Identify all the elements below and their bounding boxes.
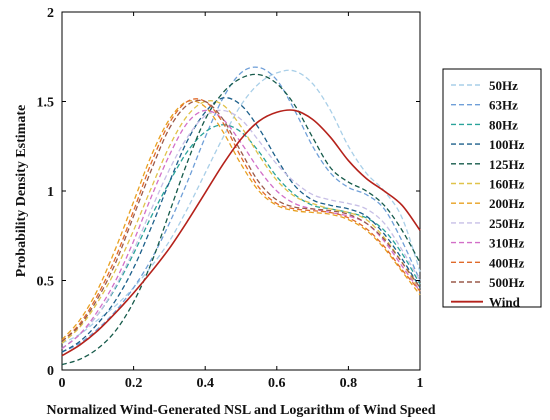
y-tick-label: 1.5	[37, 96, 55, 111]
legend-label-160hz: 160Hz	[489, 177, 525, 192]
series-line-63hz	[61, 66, 421, 353]
x-tick-label: 0	[59, 376, 66, 391]
series-line-80hz	[61, 124, 421, 350]
legend-label-200hz: 200Hz	[489, 196, 525, 211]
legend-label-50hz: 50Hz	[489, 78, 518, 93]
x-tick-label: 0.4	[196, 376, 214, 391]
y-tick-label: 2	[47, 6, 54, 21]
y-tick-label: 0.5	[37, 275, 55, 290]
x-ticks-group: 0 0.2 0.4 0.6 0.8 1	[59, 12, 424, 391]
series-line-250hz	[61, 109, 421, 350]
legend-label-500hz: 500Hz	[489, 275, 525, 290]
legend-label-310hz: 310Hz	[489, 236, 525, 251]
x-tick-label: 0.8	[340, 376, 358, 391]
legend-group: 50Hz 63Hz 80Hz 100Hz 125Hz 160Hz 200Hz 250Hz 310…	[451, 78, 525, 310]
legend-label-100hz: 100Hz	[489, 137, 525, 152]
series-line-500hz	[61, 99, 421, 342]
legend-label-80hz: 80Hz	[489, 117, 518, 132]
series-line-50hz	[61, 69, 421, 344]
series-line-wind	[61, 109, 421, 357]
series-line-200hz	[61, 100, 421, 341]
legend-label-250hz: 250Hz	[489, 216, 525, 231]
curves-group	[61, 66, 421, 366]
series-line-100hz	[61, 97, 421, 353]
y-ticks-group: 0 0.5 1 1.5 2	[37, 6, 420, 379]
x-axis-label: Normalized Wind-Generated NSL and Logari…	[46, 403, 435, 418]
legend-label-wind: Wind	[489, 295, 521, 310]
legend-label-125hz: 125Hz	[489, 157, 525, 172]
y-tick-label: 1	[47, 185, 54, 200]
x-tick-label: 0.6	[268, 376, 286, 391]
series-line-125hz	[61, 73, 421, 366]
x-tick-label: 0.2	[125, 376, 143, 391]
y-tick-label: 0	[47, 364, 54, 379]
legend-label-63hz: 63Hz	[489, 98, 518, 113]
legend-label-400hz: 400Hz	[489, 255, 525, 270]
y-axis-label: Probability Density Estimate	[14, 105, 29, 277]
series-line-160hz	[61, 100, 421, 344]
series-line-400hz	[61, 98, 421, 342]
legend-box	[442, 68, 542, 308]
x-tick-label: 1	[417, 376, 424, 391]
